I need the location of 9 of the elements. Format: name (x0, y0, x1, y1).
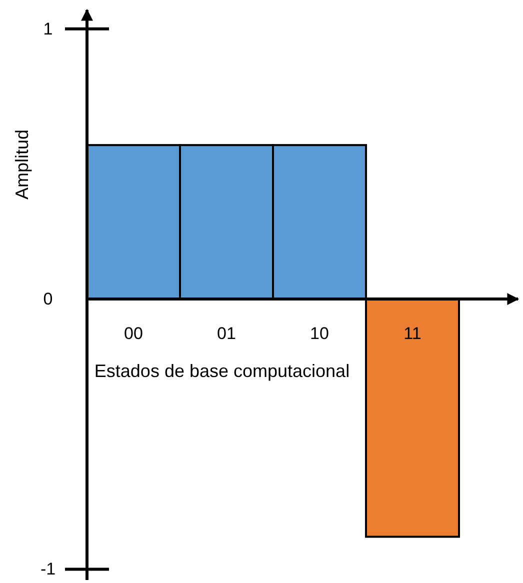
y-tick-label: -1 (40, 560, 56, 579)
y-tick-label: 1 (43, 19, 53, 38)
x-tick-label: 00 (124, 324, 143, 344)
y-axis-title: Amplitud (12, 130, 32, 200)
x-tick-label: 01 (217, 324, 236, 344)
x-axis-title: Estados de base computacional (94, 361, 350, 382)
x-tick-label: 11 (404, 324, 422, 344)
x-tick-label: 10 (310, 324, 329, 344)
y-tick-label: 0 (43, 290, 53, 309)
